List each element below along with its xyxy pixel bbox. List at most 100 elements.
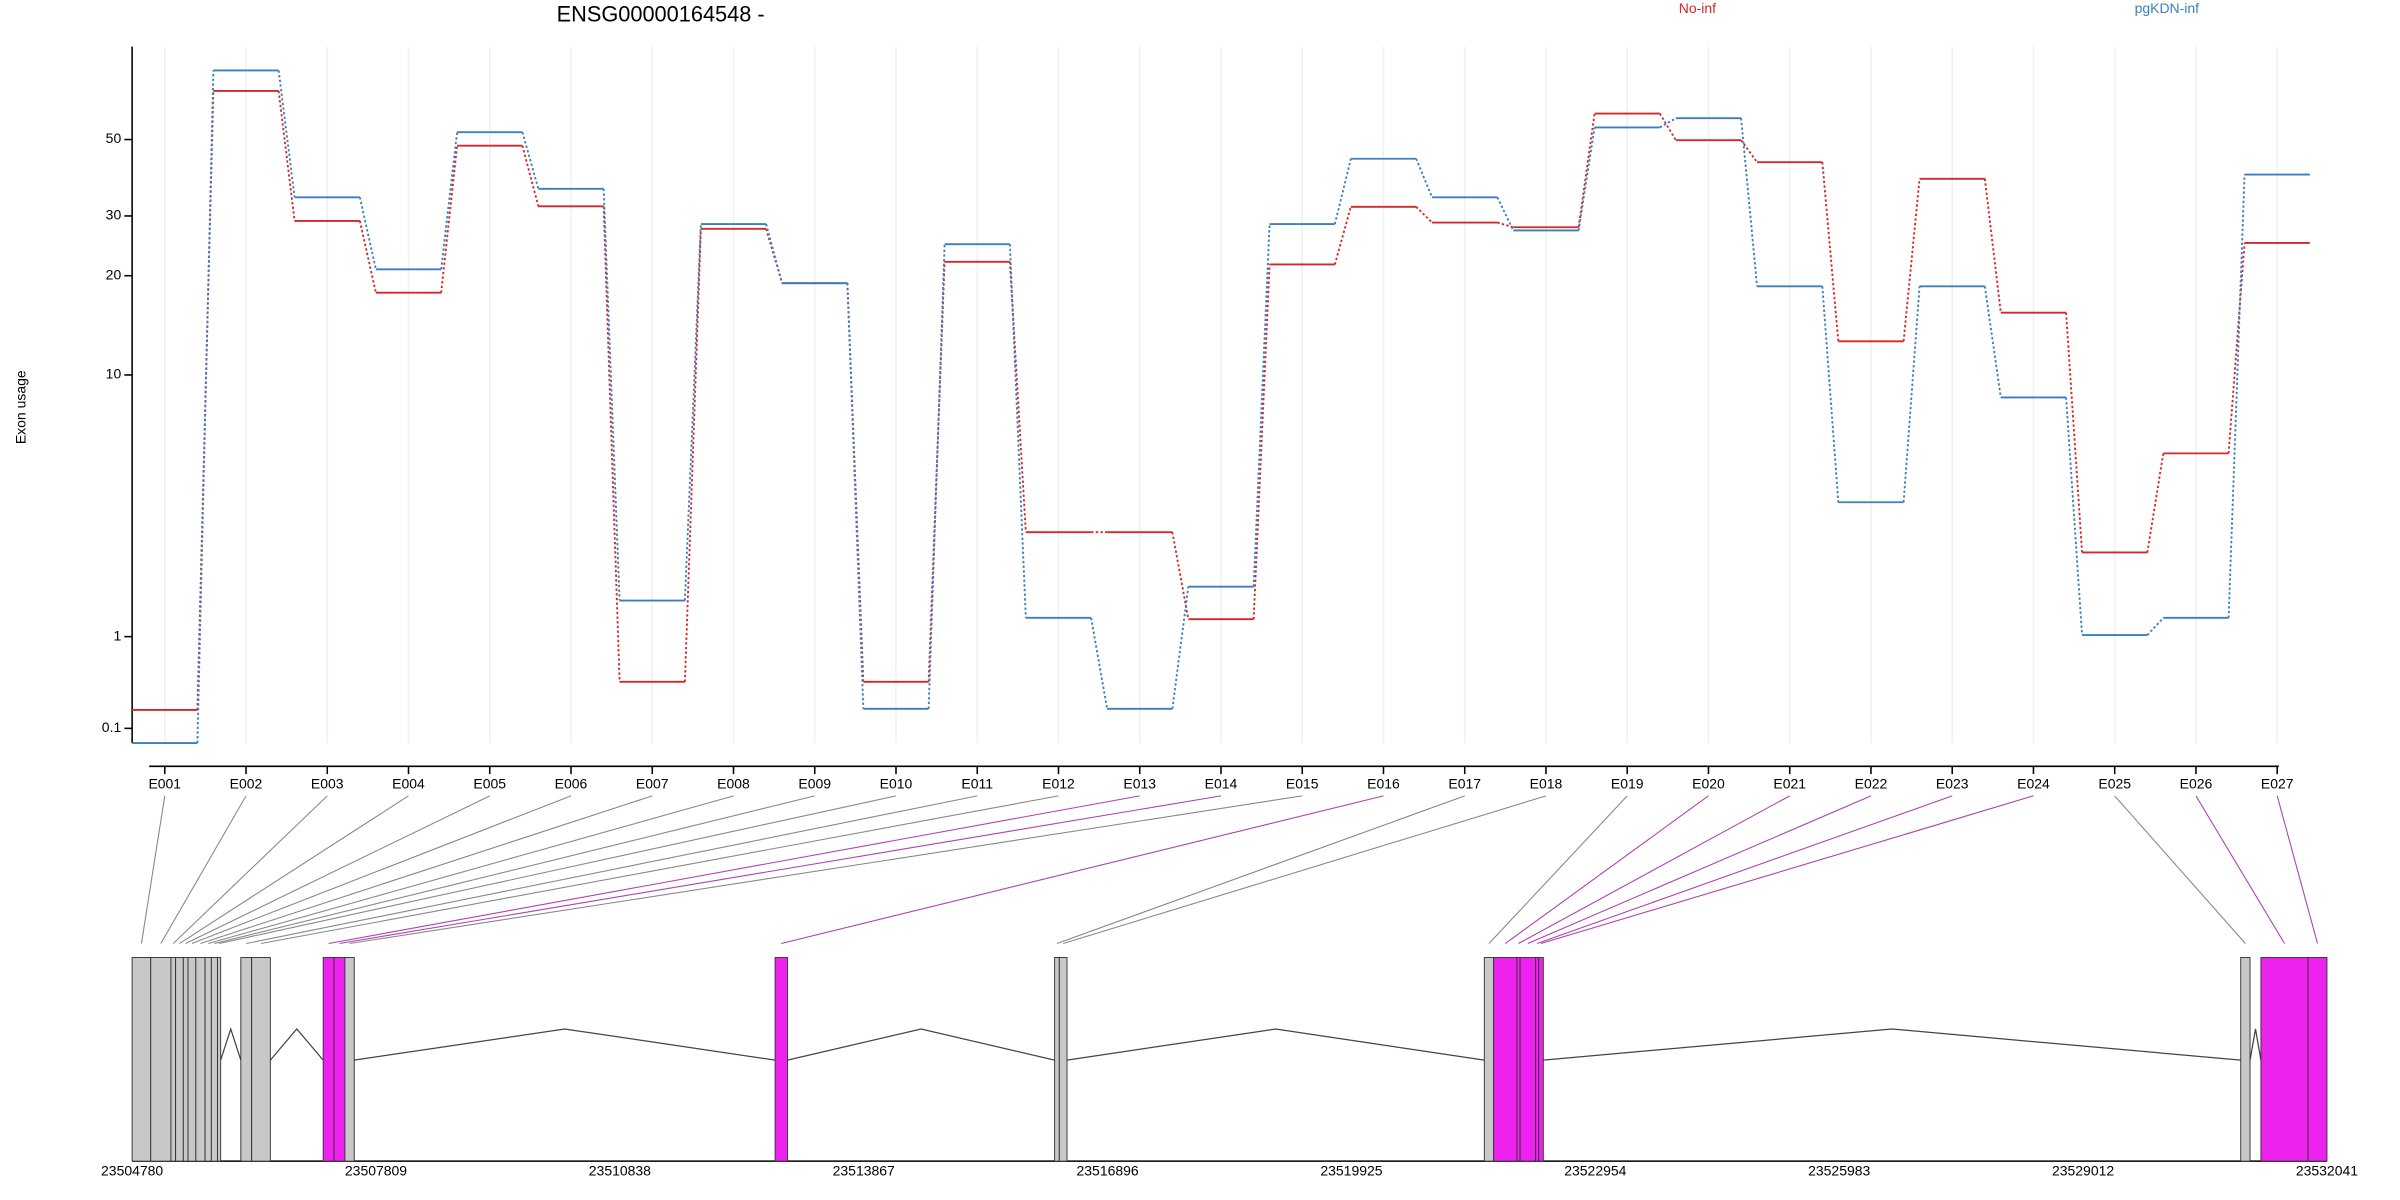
step-connector	[1252, 224, 1271, 587]
step-connector	[1497, 221, 1514, 229]
step-connector	[277, 70, 296, 198]
step-connector	[1415, 206, 1433, 224]
exon	[187, 957, 197, 1162]
y-axis-label: Exon usage	[12, 370, 28, 444]
x-tick-label: E018	[1530, 776, 1563, 792]
exon	[1516, 957, 1521, 1162]
exon	[333, 957, 346, 1162]
x-tick-label: E013	[1123, 776, 1156, 792]
step-connector	[521, 131, 540, 190]
step-connector	[683, 228, 702, 682]
step-connector	[1577, 127, 1596, 231]
genome-tick-label: 23507809	[345, 1163, 407, 1179]
x-tick-label: E022	[1855, 776, 1888, 792]
step-connector	[2227, 174, 2246, 618]
step-connector	[521, 145, 540, 207]
step-connector	[1171, 531, 1190, 620]
step-connector	[1333, 158, 1352, 225]
exon-link	[328, 795, 1140, 945]
x-tick-label: E001	[148, 776, 181, 792]
exon-link	[140, 795, 166, 944]
step-connector	[1008, 244, 1027, 618]
exon-link	[179, 795, 409, 944]
y-tick-label: 10	[106, 366, 122, 382]
intron	[1543, 1028, 2241, 1061]
exon-link	[2114, 795, 2246, 944]
intron	[354, 1028, 776, 1061]
exon	[322, 957, 335, 1162]
step-connector	[1659, 113, 1677, 141]
legend-label: pgKDN-inf	[2135, 0, 2200, 16]
step-connector	[2146, 617, 2164, 636]
intron	[1066, 1028, 1485, 1061]
step-connector	[277, 90, 296, 222]
x-tick-label: E004	[392, 776, 425, 792]
exon-link	[781, 795, 1384, 945]
exon	[2260, 957, 2309, 1162]
step-connector	[765, 223, 784, 284]
exon	[210, 957, 219, 1162]
x-tick-label: E005	[473, 776, 506, 792]
exon-link	[1056, 795, 1465, 945]
exon	[182, 957, 189, 1162]
step-connector	[1821, 286, 1840, 503]
y-tick-label: 1	[113, 627, 121, 643]
y-tick-label: 50	[106, 130, 122, 146]
step-connector	[1171, 586, 1190, 709]
exon-link	[208, 795, 734, 945]
x-tick-label: E016	[1367, 776, 1400, 792]
genome-tick-label: 23513867	[833, 1163, 895, 1179]
x-tick-label: E015	[1286, 776, 1319, 792]
exon	[1483, 957, 1495, 1162]
step-connector	[1983, 178, 2002, 313]
x-tick-label: E014	[1205, 776, 1238, 792]
chart-title: ENSG00000164548 -	[557, 1, 765, 26]
step-connector	[1659, 117, 1677, 129]
x-tick-label: E010	[880, 776, 913, 792]
exon-link	[1488, 795, 1628, 944]
step-connector	[1415, 158, 1433, 198]
y-tick-label: 20	[106, 266, 122, 282]
step-connector	[2065, 397, 2083, 636]
step-connector	[927, 261, 946, 682]
exon	[131, 957, 152, 1162]
x-tick-label: E020	[1692, 776, 1725, 792]
exon	[195, 957, 206, 1162]
exon-link	[1062, 795, 1547, 945]
exon	[170, 957, 177, 1162]
step-connector	[1740, 118, 1759, 287]
step-connector	[602, 188, 621, 601]
step-connector	[1902, 286, 1921, 503]
exon	[240, 957, 253, 1162]
x-tick-label: E024	[2017, 776, 2050, 792]
step-connector	[440, 132, 459, 270]
genome-tick-label: 23510838	[589, 1163, 651, 1179]
x-tick-label: E017	[1448, 776, 1481, 792]
x-tick-label: E023	[1936, 776, 1969, 792]
legend-label: No-inf	[1679, 0, 1716, 16]
step-connector	[1577, 113, 1596, 228]
exon-link	[260, 795, 1059, 945]
exon	[175, 957, 184, 1162]
exon-link	[2276, 795, 2319, 944]
exon	[1058, 957, 1068, 1162]
y-tick-label: 30	[106, 207, 122, 223]
exon-link	[1504, 795, 1709, 944]
x-tick-label: E012	[1042, 776, 1075, 792]
x-tick-label: E011	[961, 776, 993, 792]
step-connector	[1333, 206, 1352, 265]
genome-tick-label: 23519925	[1320, 1163, 1382, 1179]
intron	[2249, 1028, 2262, 1061]
exon	[1493, 957, 1518, 1162]
exon	[2240, 957, 2251, 1162]
exon-link	[1536, 795, 1953, 945]
step-connector	[846, 283, 865, 682]
exon	[774, 957, 788, 1162]
genome-tick-label: 23516896	[1077, 1163, 1139, 1179]
exon-link	[214, 795, 815, 945]
x-tick-label: E002	[230, 776, 263, 792]
step-connector	[2065, 312, 2083, 553]
exon	[1054, 957, 1060, 1162]
exon	[344, 957, 355, 1162]
genome-tick-label: 23525983	[1808, 1163, 1870, 1179]
